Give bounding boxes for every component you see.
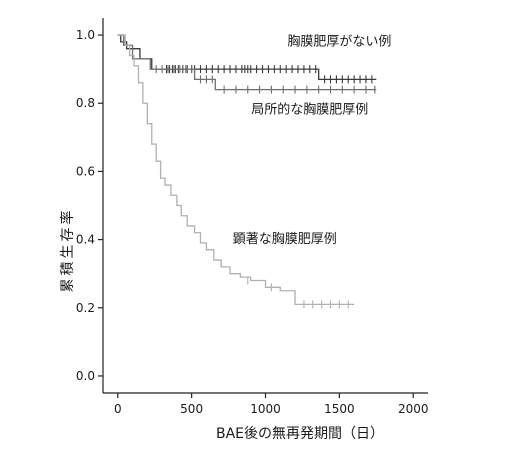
annotation-1: 局所的な胸膜肥厚例 (251, 101, 368, 117)
axes: 0.0 0.2 0.4 0.6 0.8 1.0 0 500 1000 1500 2000 (76, 18, 429, 416)
series-line (117, 34, 377, 91)
annotation-0: 胸膜肥厚がない例 (287, 34, 391, 49)
x-tick-label: 500 (180, 402, 203, 416)
annotation-2: 顕著な胸膜肥厚例 (233, 232, 337, 247)
series-line (117, 34, 355, 306)
y-tick-label: 0.0 (76, 369, 95, 383)
x-tick-label: 0 (114, 402, 122, 416)
x-tick-label: 1500 (324, 402, 355, 416)
x-tick-label: 1000 (250, 402, 281, 416)
series-line (117, 34, 377, 81)
y-tick-label: 0.2 (76, 301, 95, 315)
y-tick-label: 0.4 (76, 233, 95, 247)
x-axis-title: BAE後の無再発期間（日） (216, 426, 384, 442)
y-tick-label: 0.8 (76, 96, 95, 110)
y-axis-title: 累積生存率 (59, 208, 76, 293)
y-tick-label: 1.0 (76, 28, 95, 42)
survival-curves (117, 34, 377, 309)
series-1 (117, 34, 377, 94)
series-2 (117, 34, 355, 309)
x-tick-label: 2000 (398, 402, 429, 416)
y-tick-label: 0.6 (76, 164, 95, 178)
